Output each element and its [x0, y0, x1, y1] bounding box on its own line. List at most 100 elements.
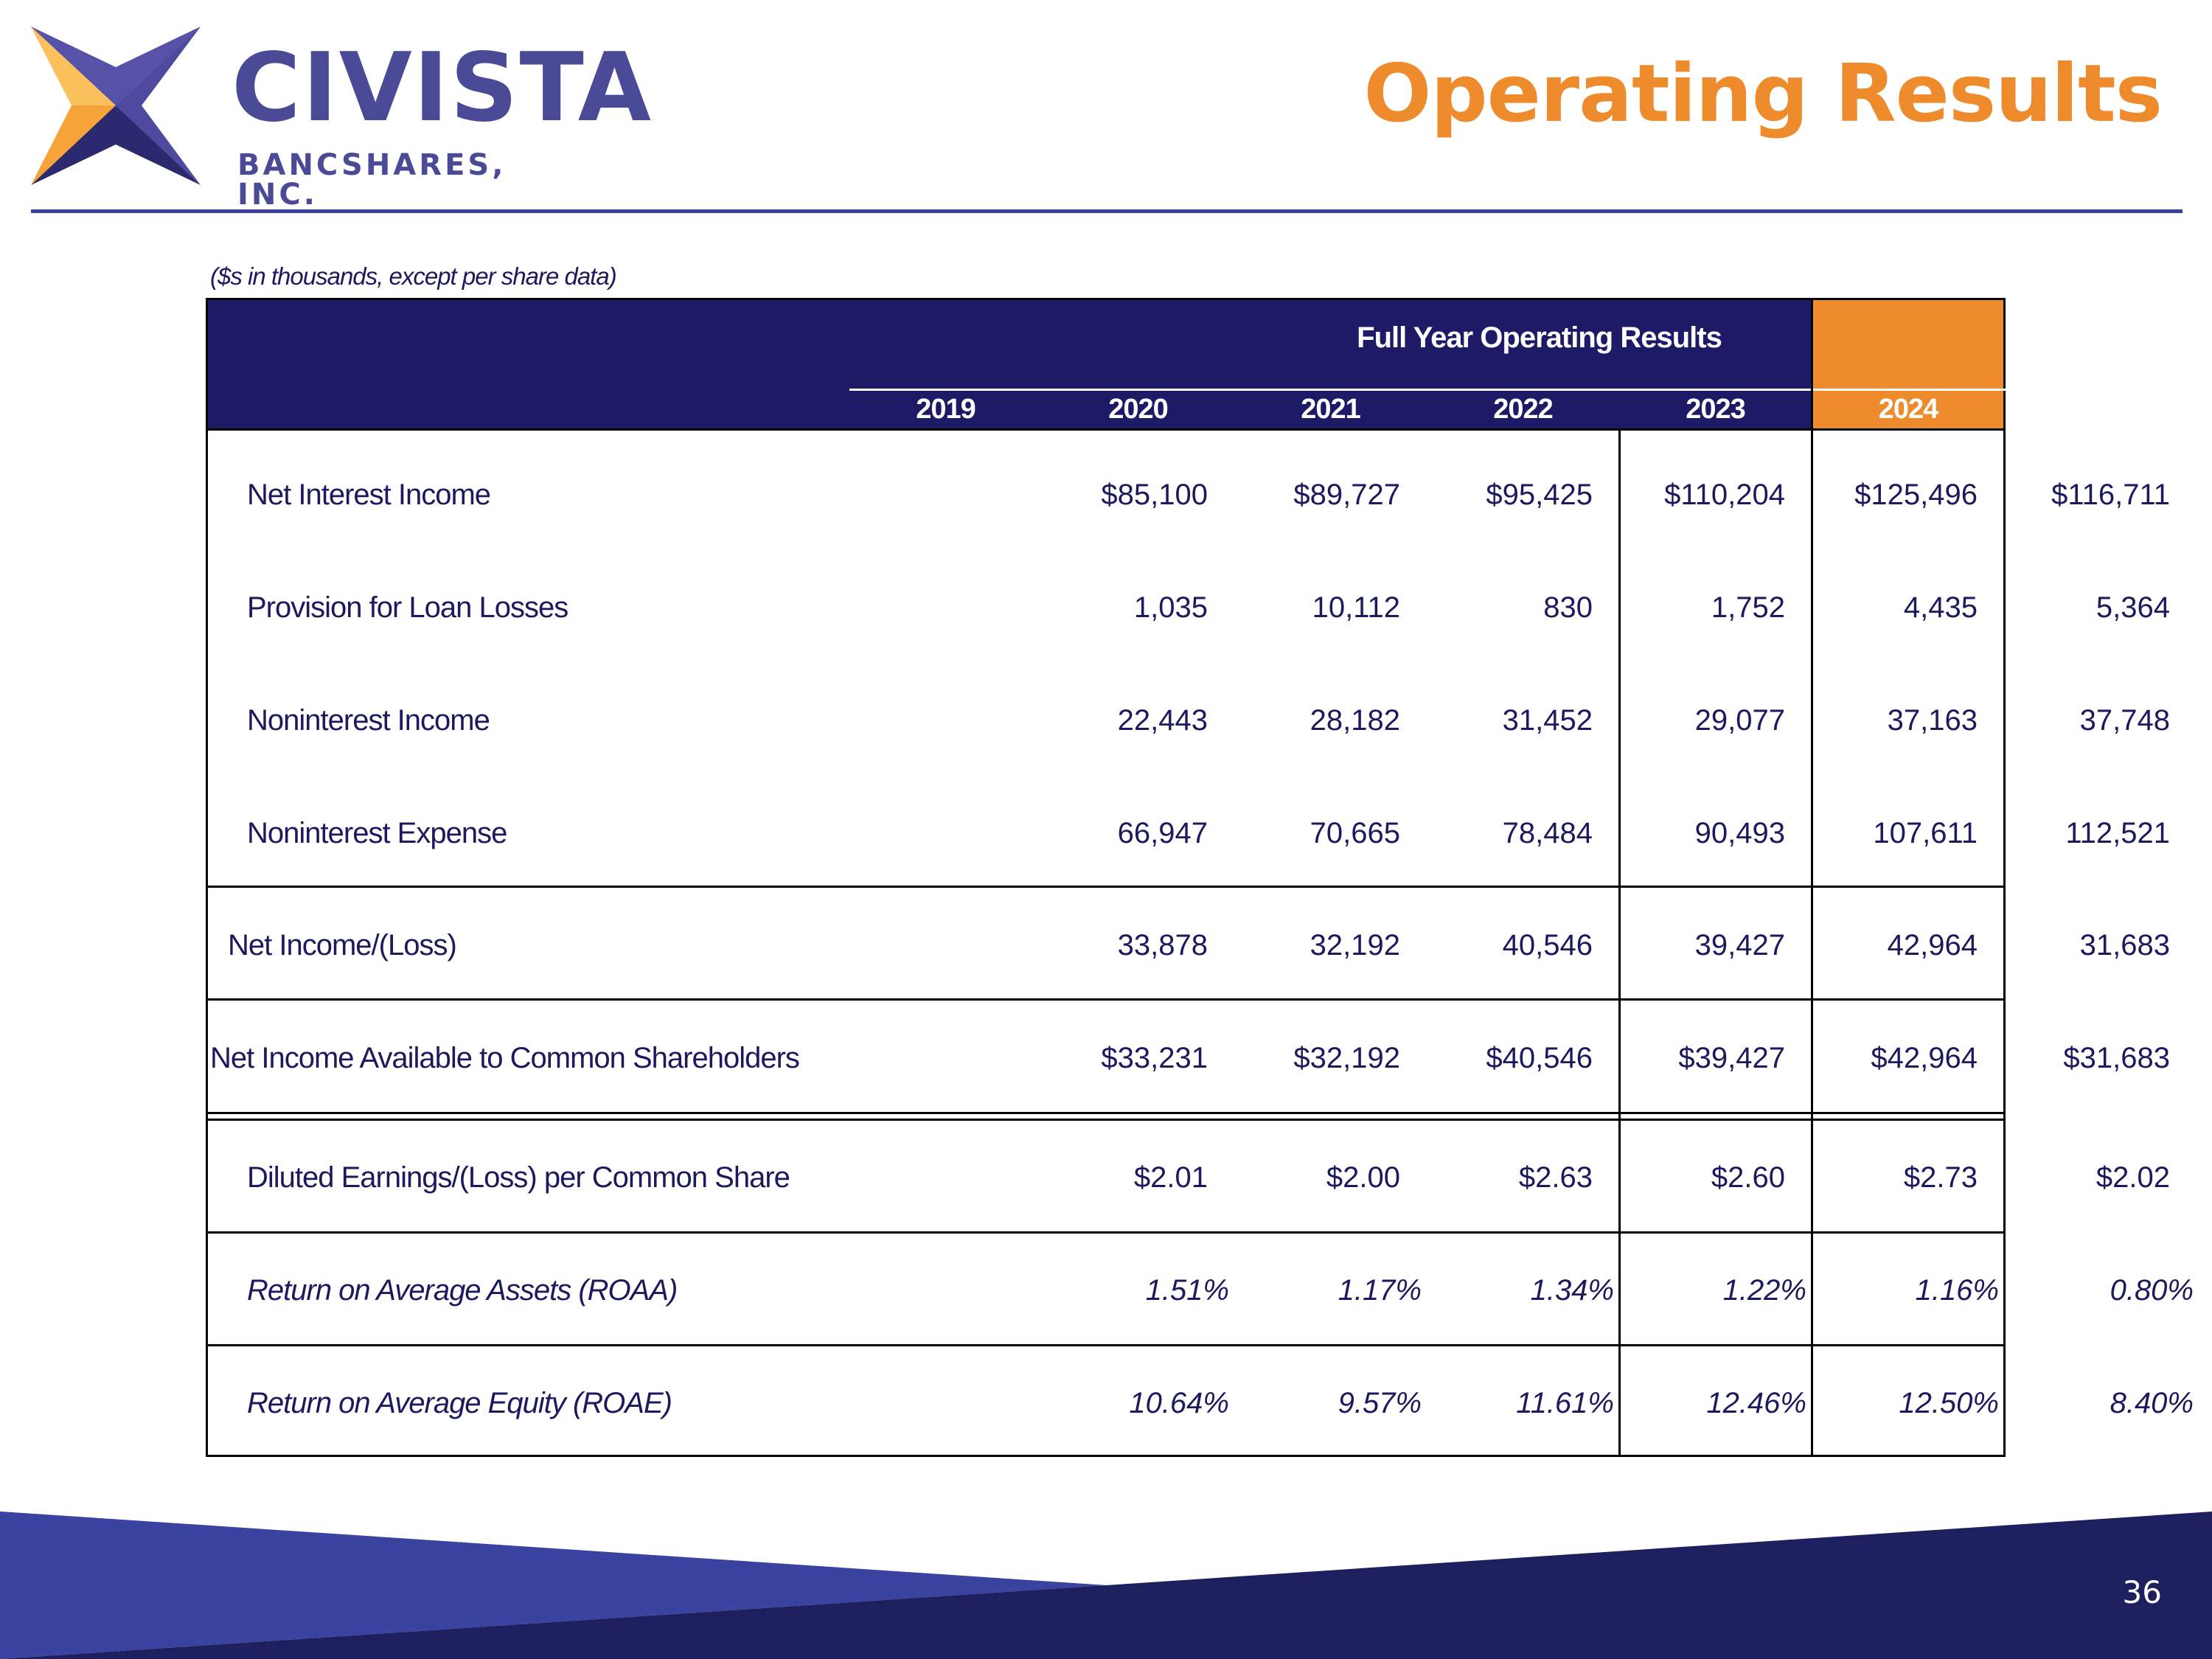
column-divider — [1811, 298, 1813, 1457]
cell-value: $2.60 — [1711, 1161, 1785, 1194]
cell-value: 70,665 — [1310, 817, 1400, 849]
cell-value: $42,964 — [1871, 1042, 1978, 1074]
header-divider — [31, 209, 2183, 213]
cell-value: $2.02 — [2096, 1161, 2170, 1194]
row-label: Noninterest Expense — [247, 817, 507, 849]
company-logo: CIVISTA BANCSHARES, INC. — [31, 27, 651, 209]
cell-value: 40,546 — [1502, 929, 1593, 961]
row-divider — [206, 1231, 2006, 1234]
cell-value: 12.50% — [1899, 1387, 1999, 1419]
cell-value: 31,683 — [2079, 929, 2170, 961]
table-row: Diluted Earnings/(Loss) per Common Share… — [206, 1148, 2170, 1207]
star-logo-icon — [31, 27, 201, 185]
group-header: Full Year Operating Results — [1357, 321, 1722, 354]
cell-value: $95,425 — [1486, 479, 1593, 511]
cell-value: $2.73 — [1903, 1161, 1978, 1194]
row-divider — [206, 998, 2006, 1001]
group-header-rule — [849, 389, 2006, 391]
cell-value: 1.16% — [1915, 1274, 1999, 1307]
cell-value: $89,727 — [1293, 479, 1400, 511]
row-label: Return on Average Assets (ROAA) — [247, 1274, 678, 1307]
cell-value: $40,546 — [1486, 1042, 1593, 1074]
row-label: Provision for Loan Losses — [247, 591, 568, 624]
row-label: Net Interest Income — [247, 479, 491, 511]
year-header: 2022 — [1493, 394, 1554, 425]
cell-value: 112,521 — [2065, 817, 2170, 849]
cell-value: $110,204 — [1664, 479, 1785, 511]
cell-value: 5,364 — [2096, 591, 2170, 624]
cell-value: $125,496 — [1854, 479, 1978, 511]
table-row: Noninterest Expense 66,947 70,665 78,484… — [206, 804, 2170, 863]
cell-value: 66,947 — [1117, 817, 1208, 849]
row-divider — [206, 1119, 2006, 1121]
table-row: Provision for Loan Losses 1,035 10,112 8… — [206, 578, 2170, 637]
row-divider — [206, 1112, 2006, 1114]
cell-value: 1.22% — [1722, 1274, 1806, 1307]
cell-value: $85,100 — [1101, 479, 1208, 511]
cell-value: 8.40% — [2110, 1387, 2194, 1419]
table-row: Net Income/(Loss) 33,878 32,192 40,546 3… — [206, 916, 2170, 975]
cell-value: 78,484 — [1502, 817, 1593, 849]
row-label: Return on Average Equity (ROAE) — [247, 1387, 672, 1419]
row-label: Net Income/(Loss) — [228, 929, 457, 961]
row-label: Net Income Available to Common Sharehold… — [210, 1042, 800, 1074]
cell-value: $31,683 — [2063, 1042, 2170, 1074]
year-header: 2021 — [1301, 394, 1361, 425]
cell-value: 1,035 — [1133, 591, 1208, 624]
year-header: 2024 — [1878, 394, 1939, 425]
cell-value: 10,112 — [1312, 591, 1400, 624]
cell-value: 1.17% — [1338, 1274, 1422, 1307]
cell-value: 4,435 — [1903, 591, 1978, 624]
cell-value: 9.57% — [1338, 1387, 1422, 1419]
year-header: 2020 — [1108, 394, 1169, 425]
cell-value: 107,611 — [1873, 817, 1978, 849]
cell-value: $116,711 — [2051, 479, 2170, 511]
logo-name: CIVISTA — [232, 33, 653, 143]
cell-value: $39,427 — [1678, 1042, 1785, 1074]
cell-value: $2.63 — [1518, 1161, 1593, 1194]
year-header: 2023 — [1686, 394, 1746, 425]
cell-value: 33,878 — [1117, 929, 1208, 961]
row-divider — [206, 886, 2006, 888]
year-header: 2019 — [916, 394, 976, 425]
cell-value: 22,443 — [1117, 704, 1208, 737]
cell-value: 37,748 — [2079, 704, 2170, 737]
cell-value: 90,493 — [1694, 817, 1785, 849]
cell-value: 830 — [1543, 591, 1593, 624]
cell-value: $33,231 — [1101, 1042, 1208, 1074]
cell-value: $32,192 — [1293, 1042, 1400, 1074]
table-row: Noninterest Income 22,443 28,182 31,452 … — [206, 691, 2170, 750]
cell-value: $2.00 — [1326, 1161, 1400, 1194]
cell-value: 1,752 — [1711, 591, 1785, 624]
table-row: Return on Average Equity (ROAE) 10.64% 9… — [206, 1374, 2194, 1433]
table-row: Net Interest Income $85,100 $89,727 $95,… — [206, 465, 2170, 524]
logo-subtitle: BANCSHARES, INC. — [237, 148, 507, 212]
cell-value: 1.34% — [1530, 1274, 1614, 1307]
page-number: 36 — [2122, 1574, 2162, 1610]
table-note: ($s in thousands, except per share data) — [210, 262, 617, 290]
cell-value: 1.51% — [1145, 1274, 1229, 1307]
cell-value: 31,452 — [1502, 704, 1593, 737]
table-header-2024 — [1811, 298, 2006, 431]
table-row: Return on Average Assets (ROAA) 1.51% 1.… — [206, 1261, 2194, 1320]
cell-value: 29,077 — [1694, 704, 1785, 737]
cell-value: 37,163 — [1887, 704, 1978, 737]
cell-value: 28,182 — [1310, 704, 1400, 737]
row-divider — [206, 1344, 2006, 1346]
cell-value: 12.46% — [1706, 1387, 1806, 1419]
cell-value: $2.01 — [1133, 1161, 1208, 1194]
column-divider — [1618, 431, 1621, 1457]
row-label: Diluted Earnings/(Loss) per Common Share — [247, 1161, 790, 1194]
page-title: Operating Results — [1363, 48, 2163, 140]
table-body — [206, 431, 2006, 1457]
row-label: Noninterest Income — [247, 704, 490, 737]
cell-value: 42,964 — [1887, 929, 1978, 961]
cell-value: 11.61% — [1516, 1387, 1614, 1419]
cell-value: 0.80% — [2110, 1274, 2194, 1307]
operating-results-table: Full Year Operating Results 2019 2020 20… — [206, 298, 2194, 1457]
table-header — [206, 298, 1811, 431]
footer-band — [0, 1512, 2212, 1659]
cell-value: 10.64% — [1129, 1387, 1229, 1419]
cell-value: 39,427 — [1694, 929, 1785, 961]
cell-value: 32,192 — [1310, 929, 1400, 961]
